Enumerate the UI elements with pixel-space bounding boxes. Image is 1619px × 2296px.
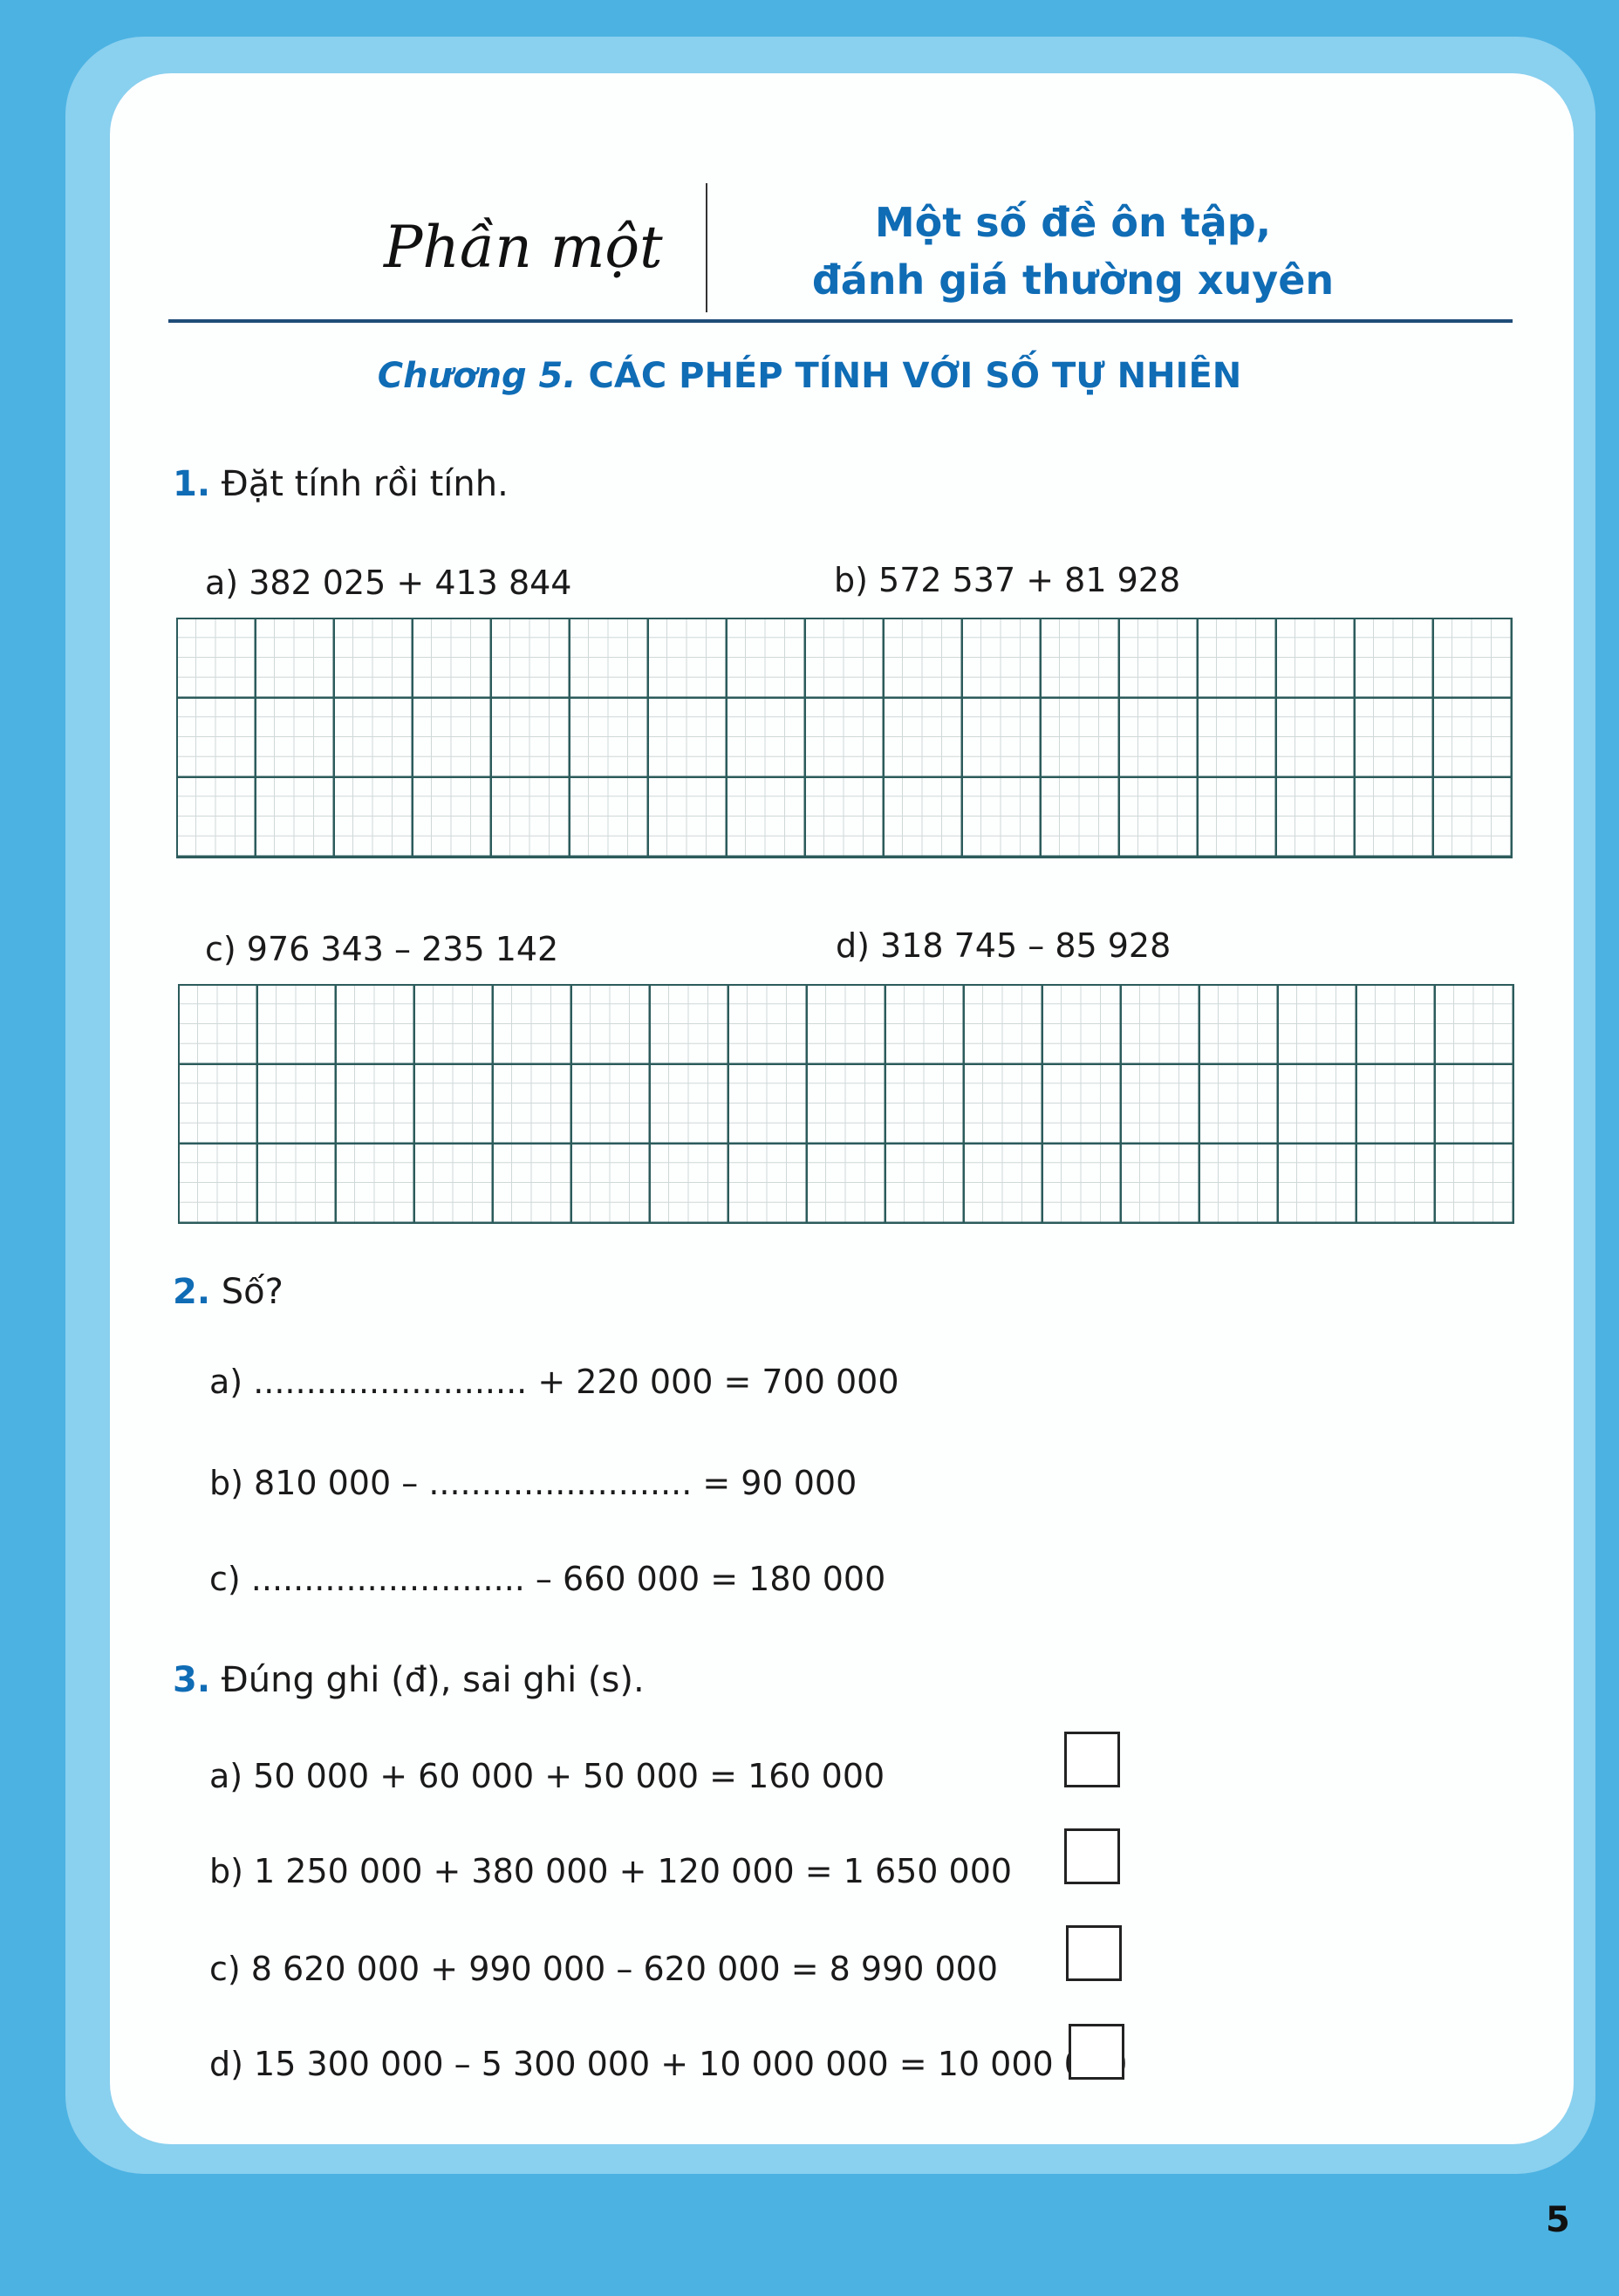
- section-title: Một số đề ôn tập, đánh giá thường xuyên: [759, 194, 1387, 309]
- answer-checkbox-3b[interactable]: [1064, 1828, 1120, 1884]
- chapter-prefix: Chương 5.: [377, 356, 577, 396]
- exercise-prompt: Số?: [221, 1272, 283, 1312]
- exercise-2b: b) 810 000 – ......................... =…: [209, 1464, 857, 1502]
- answer-grid-2[interactable]: [178, 984, 1514, 1224]
- exercise-1-heading: 1. Đặt tính rồi tính.: [173, 464, 509, 504]
- part-heading: Phần một: [384, 214, 663, 281]
- exercise-3-heading: 3. Đúng ghi (đ), sai ghi (s).: [173, 1660, 645, 1700]
- exercise-3a: a) 50 000 + 60 000 + 50 000 = 160 000: [209, 1757, 885, 1795]
- exercise-2a: a) .......................... + 220 000 …: [209, 1363, 899, 1401]
- header-divider: [706, 183, 707, 312]
- answer-checkbox-3c[interactable]: [1066, 1925, 1122, 1981]
- answer-grid-1[interactable]: [176, 618, 1513, 858]
- exercise-prompt: Đúng ghi (đ), sai ghi (s).: [221, 1660, 645, 1700]
- answer-checkbox-3d[interactable]: [1069, 2024, 1124, 2080]
- exercise-3d: d) 15 300 000 – 5 300 000 + 10 000 000 =…: [209, 2045, 1128, 2083]
- exercise-1d: d) 318 745 – 85 928: [836, 926, 1172, 965]
- exercise-1c: c) 976 343 – 235 142: [205, 930, 559, 968]
- answer-checkbox-3a[interactable]: [1064, 1732, 1120, 1787]
- exercise-2-heading: 2. Số?: [173, 1272, 283, 1312]
- exercise-number: 3.: [173, 1660, 211, 1700]
- chapter-title: Chương 5. CÁC PHÉP TÍNH VỚI SỐ TỰ NHIÊN: [0, 356, 1619, 396]
- exercise-1b: b) 572 537 + 81 928: [834, 561, 1181, 599]
- title-line-1: Một số đề ôn tập,: [874, 199, 1272, 246]
- exercise-prompt: Đặt tính rồi tính.: [221, 464, 509, 504]
- exercise-number: 1.: [173, 464, 211, 504]
- exercise-2c: c) .......................... – 660 000 …: [209, 1560, 886, 1598]
- title-line-2: đánh giá thường xuyên: [811, 256, 1335, 304]
- header-rule: [168, 319, 1513, 323]
- exercise-number: 2.: [173, 1272, 211, 1312]
- exercise-3b: b) 1 250 000 + 380 000 + 120 000 = 1 650…: [209, 1852, 1013, 1890]
- chapter-name: CÁC PHÉP TÍNH VỚI SỐ TỰ NHIÊN: [588, 356, 1242, 396]
- page-number: 5: [1546, 2200, 1570, 2240]
- exercise-3c: c) 8 620 000 + 990 000 – 620 000 = 8 990…: [209, 1950, 999, 1988]
- exercise-1a: a) 382 025 + 413 844: [205, 564, 572, 602]
